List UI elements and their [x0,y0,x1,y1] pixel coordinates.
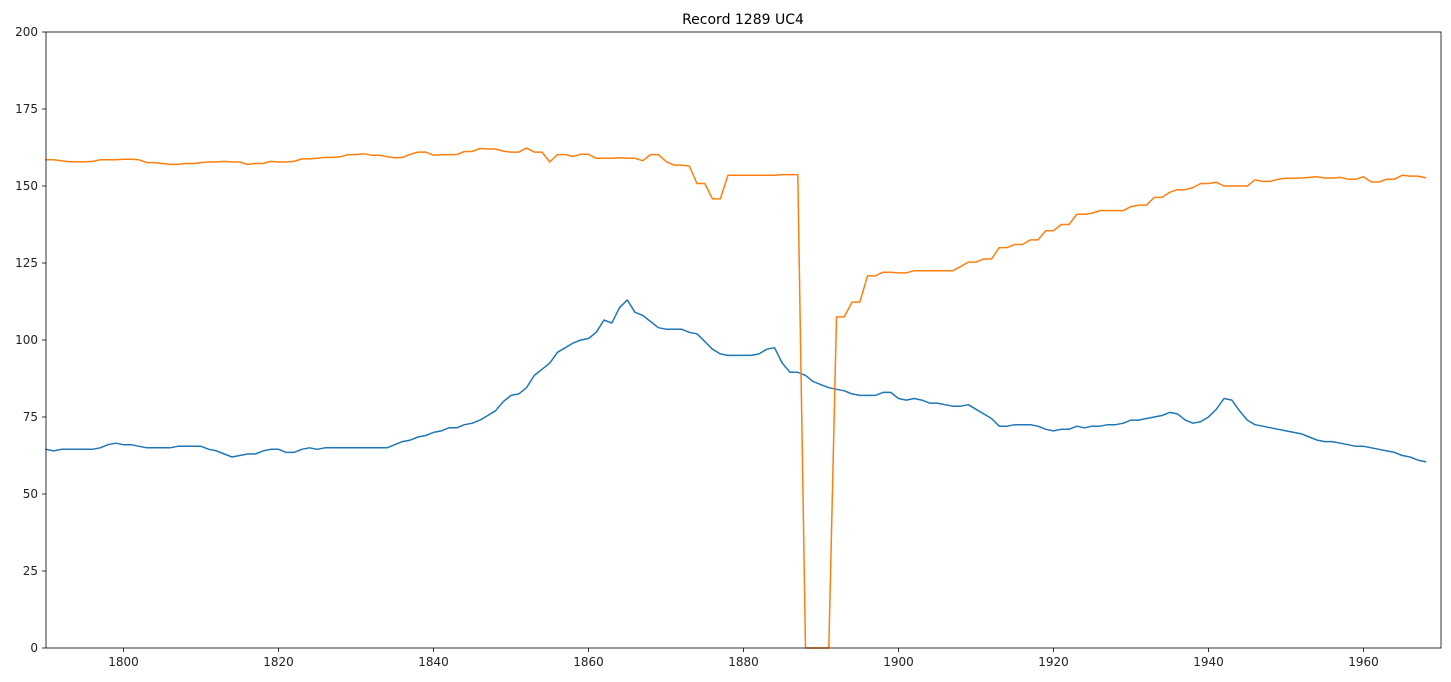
series-line-2 [45,147,1427,649]
y-tick-label: 50 [23,487,38,501]
x-tick-label: 1800 [108,655,139,669]
y-tick-label: 100 [15,333,38,347]
plot-frame [45,31,1442,649]
y-tick-label: 0 [30,641,38,655]
x-tick-label: 1840 [418,655,449,669]
x-tick-label: 1940 [1193,655,1224,669]
x-tick-label: 1880 [728,655,759,669]
series-line-1 [45,299,1427,463]
y-tick-label: 75 [23,410,38,424]
x-tick-label: 1960 [1348,655,1379,669]
series-layer [45,147,1427,649]
x-tick-label: 1820 [263,655,294,669]
x-tick-label: 1860 [573,655,604,669]
x-tick-label: 1900 [883,655,914,669]
x-tick-label: 1920 [1038,655,1069,669]
axes-layer: 1800 1820 1840 1860 1880 1900 1920 1940 1960 0 25 5… [15,25,1442,669]
y-tick-label: 175 [15,102,38,116]
chart-title: Record 1289 UC4 [682,12,804,28]
y-tick-label: 125 [15,256,38,270]
y-tick-label: 150 [15,179,38,193]
y-tick-label: 25 [23,564,38,578]
y-tick-label: 200 [15,25,38,39]
